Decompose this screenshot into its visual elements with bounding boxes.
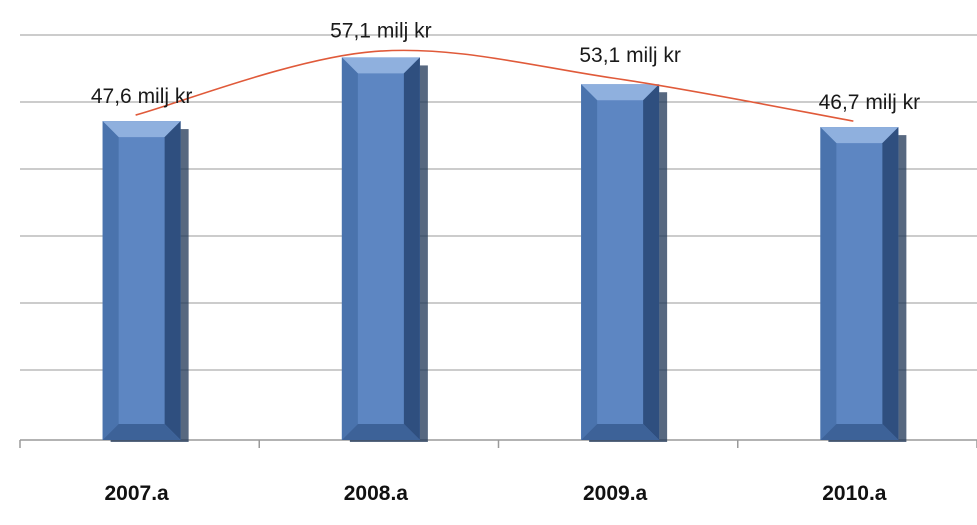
bar-bevel-right (164, 121, 181, 440)
bar-bevel-bottom (341, 424, 420, 440)
bar-bevel-left (581, 84, 598, 440)
bar-bevel-bottom (581, 424, 660, 440)
data-label: 47,6 milj kr (91, 85, 193, 108)
data-label: 57,1 milj kr (330, 19, 432, 42)
bar-bevel-top (581, 84, 660, 101)
bar-2010.a (820, 127, 907, 443)
x-tick-label: 2010.a (822, 482, 887, 505)
bar-bevel-right (643, 84, 660, 440)
bar-bevel-left (341, 57, 358, 441)
bar-2009.a (581, 84, 668, 442)
trendline (135, 49, 854, 122)
bar-bevel-bottom (820, 424, 899, 440)
bar-bevel-top (820, 127, 899, 144)
data-label: 46,7 milj kr (819, 91, 921, 114)
bar-bevel-right (882, 127, 899, 441)
bar-2008.a (341, 57, 428, 443)
bar-bevel-bottom (102, 424, 181, 440)
data-label: 53,1 milj kr (579, 44, 681, 67)
bar-2007.a (102, 121, 189, 442)
x-tick-label: 2007.a (105, 482, 170, 505)
x-tick-label: 2009.a (583, 482, 648, 505)
x-tick-label: 2008.a (344, 482, 409, 505)
bar-bevel-top (341, 57, 420, 74)
bar-bevel-right (403, 57, 420, 441)
bar-bevel-top (102, 121, 181, 138)
bar-bevel-left (820, 127, 837, 441)
bar-bevel-left (102, 121, 119, 440)
